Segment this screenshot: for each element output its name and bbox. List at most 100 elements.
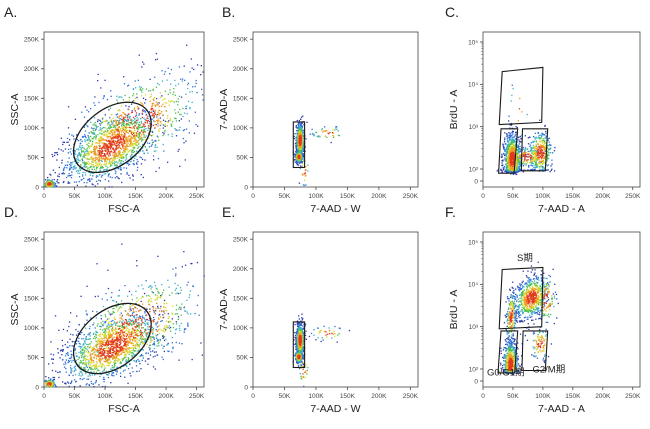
event-point	[104, 155, 106, 157]
event-point	[70, 177, 73, 179]
event-point	[129, 122, 132, 124]
event-point	[299, 124, 301, 126]
event-point	[68, 325, 70, 328]
event-point	[135, 114, 138, 116]
event-point	[143, 136, 145, 138]
event-point	[518, 165, 520, 167]
event-point	[45, 183, 47, 186]
event-point	[540, 157, 542, 159]
gate-polygon[interactable]	[498, 128, 519, 174]
event-point	[120, 131, 123, 133]
event-point	[506, 138, 508, 140]
event-point	[52, 376, 54, 379]
event-point	[49, 182, 51, 184]
gate-ellipse[interactable]	[60, 88, 164, 187]
event-point	[92, 175, 94, 177]
event-point	[135, 132, 137, 134]
event-point	[70, 350, 72, 352]
event-point	[544, 134, 546, 136]
event-point	[157, 305, 159, 308]
event-point	[92, 128, 94, 130]
event-point	[82, 171, 84, 173]
event-point	[102, 139, 104, 141]
event-point	[46, 181, 48, 183]
event-point	[534, 137, 536, 139]
gate-rectangle[interactable]	[292, 121, 306, 169]
event-point	[85, 154, 87, 156]
event-point	[513, 156, 515, 159]
event-point	[155, 101, 157, 103]
event-point	[125, 124, 127, 126]
event-point	[535, 147, 537, 150]
event-point	[518, 147, 520, 149]
event-point	[109, 107, 112, 109]
event-point	[106, 120, 108, 122]
event-point	[152, 131, 154, 134]
event-point	[61, 159, 63, 161]
event-point	[508, 162, 510, 164]
panel-d: D.0 50K 100K 150K 200K 250K050K100K150K200K25…	[4, 204, 205, 415]
gate-polygon[interactable]	[520, 128, 549, 172]
event-point	[115, 119, 117, 121]
event-point	[86, 319, 88, 321]
event-point	[50, 353, 52, 355]
event-point	[156, 58, 158, 60]
event-point	[123, 121, 125, 123]
event-point	[88, 139, 91, 141]
event-point	[551, 163, 553, 165]
event-point	[538, 140, 541, 143]
event-point	[115, 170, 117, 173]
event-point	[131, 111, 133, 114]
event-point	[511, 152, 513, 154]
event-point	[65, 367, 67, 370]
event-point	[99, 170, 102, 172]
event-point	[139, 145, 141, 148]
event-point	[141, 139, 143, 141]
event-point	[103, 147, 105, 149]
event-point	[70, 312, 72, 314]
event-point	[158, 102, 160, 104]
event-point	[538, 160, 541, 162]
event-point	[114, 153, 116, 155]
event-point	[518, 166, 521, 168]
event-point	[313, 133, 315, 136]
event-point	[91, 142, 94, 144]
event-point	[178, 359, 180, 361]
event-point	[309, 133, 311, 135]
event-point	[512, 131, 514, 134]
event-point	[171, 318, 173, 320]
event-point	[178, 129, 181, 131]
event-point	[516, 173, 518, 176]
event-point	[133, 134, 135, 136]
event-point	[534, 151, 536, 153]
gate-polygon[interactable]	[498, 66, 544, 126]
event-point	[192, 285, 194, 287]
event-point	[58, 376, 60, 379]
event-point	[96, 163, 98, 166]
event-point	[135, 112, 138, 114]
event-point	[156, 135, 158, 137]
event-point	[110, 146, 113, 148]
event-point	[508, 151, 511, 153]
event-point	[306, 121, 308, 123]
event-point	[127, 151, 129, 153]
event-point	[505, 170, 507, 173]
event-point	[506, 135, 508, 137]
event-point	[518, 163, 520, 165]
event-point	[518, 158, 520, 160]
event-point	[90, 163, 92, 165]
event-point	[139, 150, 142, 152]
event-point	[132, 95, 134, 97]
event-point	[137, 146, 139, 148]
event-point	[118, 151, 120, 153]
event-point	[138, 143, 140, 145]
event-point	[527, 143, 530, 145]
event-point	[106, 318, 109, 320]
event-point	[71, 380, 73, 382]
event-point	[92, 383, 94, 385]
event-point	[158, 167, 160, 169]
event-point	[182, 137, 184, 140]
event-point	[116, 129, 118, 131]
event-point	[146, 117, 148, 119]
event-point	[101, 164, 103, 166]
